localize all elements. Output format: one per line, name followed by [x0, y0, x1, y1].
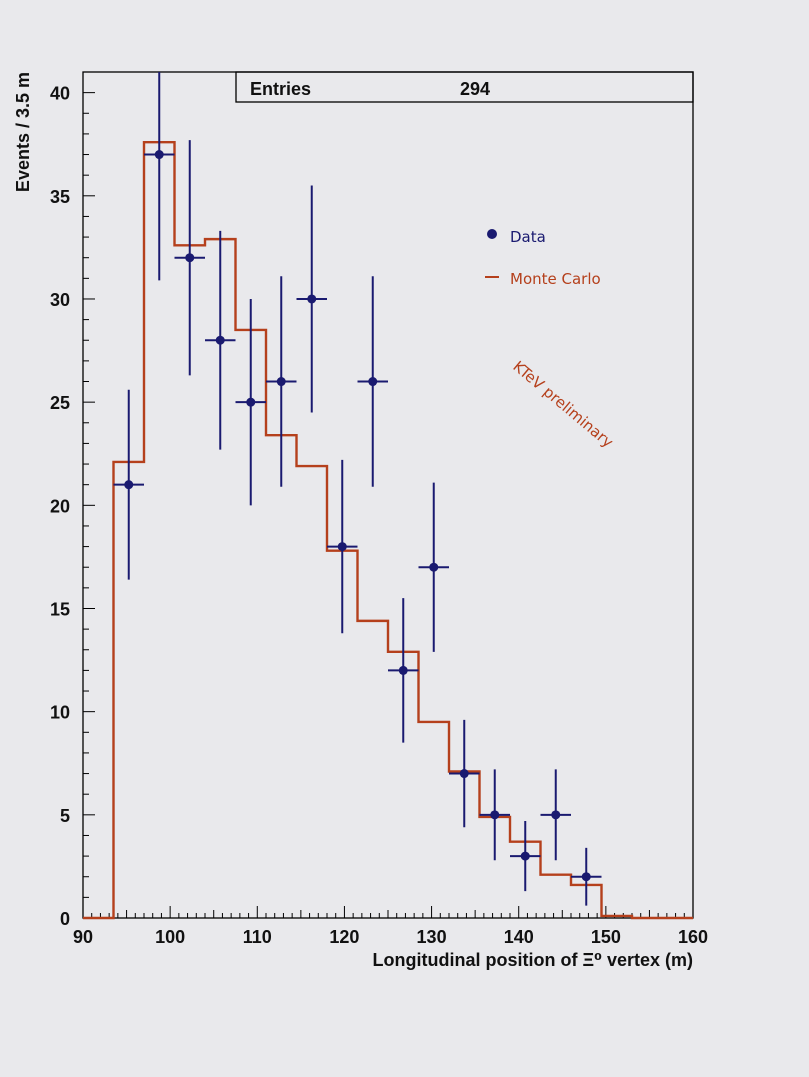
- data-point: [327, 459, 358, 634]
- data-marker: [154, 150, 164, 160]
- data-point: [174, 140, 205, 376]
- data-point: [205, 230, 236, 450]
- data-point: [479, 769, 510, 861]
- data-point: [418, 482, 449, 652]
- data-marker: [459, 769, 469, 779]
- data-marker: [124, 480, 134, 490]
- x-tick-label: 160: [678, 927, 708, 947]
- data-point: [235, 298, 266, 506]
- legend-data-label: Data: [510, 228, 546, 246]
- data-point: [571, 847, 602, 906]
- data-point: [510, 821, 541, 892]
- stats-box-frame: [235, 71, 694, 103]
- legend-mc-label: Monte Carlo: [510, 270, 601, 288]
- data-marker: [215, 335, 225, 345]
- data-point: [144, 72, 175, 281]
- data-point: [266, 276, 297, 487]
- y-tick-label: 10: [50, 703, 70, 723]
- legend-data-marker: [487, 229, 497, 239]
- y-tick-label: 15: [50, 599, 70, 619]
- data-marker: [246, 397, 256, 407]
- y-tick-labels: 0 5 10 15 20 25 30 35 40: [50, 84, 70, 929]
- data-point: [357, 276, 388, 487]
- y-tick-label: 40: [50, 84, 70, 104]
- x-tick-label: 90: [73, 927, 93, 947]
- data-marker: [276, 377, 286, 387]
- x-axis-title: Longitudinal position of Ξ⁰ vertex (m): [373, 950, 693, 970]
- data-marker: [520, 851, 530, 861]
- stats-box: Entries 294: [235, 71, 694, 103]
- stats-entries-label: Entries: [250, 79, 311, 99]
- data-marker: [337, 542, 347, 552]
- x-tick-label: 140: [504, 927, 534, 947]
- y-tick-label: 0: [60, 909, 70, 929]
- monte-carlo-step-line: [83, 140, 693, 920]
- data-marker: [307, 294, 317, 304]
- legend: Data Monte Carlo: [485, 228, 601, 288]
- y-tick-label: 35: [50, 187, 70, 207]
- y-axis-title: Events / 3.5 m: [13, 72, 33, 192]
- x-tick-label: 130: [417, 927, 447, 947]
- data-marker: [429, 562, 439, 572]
- data-marker: [581, 872, 591, 882]
- y-tick-label: 25: [50, 393, 70, 413]
- data-point: [388, 598, 419, 743]
- y-tick-label: 30: [50, 290, 70, 310]
- x-tick-label: 100: [155, 927, 185, 947]
- data-points: [113, 72, 602, 906]
- data-point: [449, 719, 480, 828]
- y-tick-label: 5: [60, 806, 70, 826]
- data-marker: [185, 253, 195, 263]
- x-tick-label: 120: [329, 927, 359, 947]
- data-marker: [368, 377, 378, 387]
- x-tick-label: 110: [243, 927, 272, 947]
- data-marker: [551, 810, 561, 820]
- data-point: [540, 769, 571, 861]
- monte-carlo-histogram: [83, 140, 693, 920]
- data-point: [113, 389, 144, 580]
- data-point: [296, 185, 327, 413]
- data-marker: [490, 810, 500, 820]
- x-tick-labels: 90 100 110 120 130 140 150 160: [73, 927, 708, 947]
- data-marker: [398, 665, 408, 675]
- y-tick-label: 20: [50, 496, 70, 516]
- stats-entries-value: 294: [460, 79, 490, 99]
- x-tick-label: 150: [591, 927, 621, 947]
- axis-ticks: [82, 71, 694, 919]
